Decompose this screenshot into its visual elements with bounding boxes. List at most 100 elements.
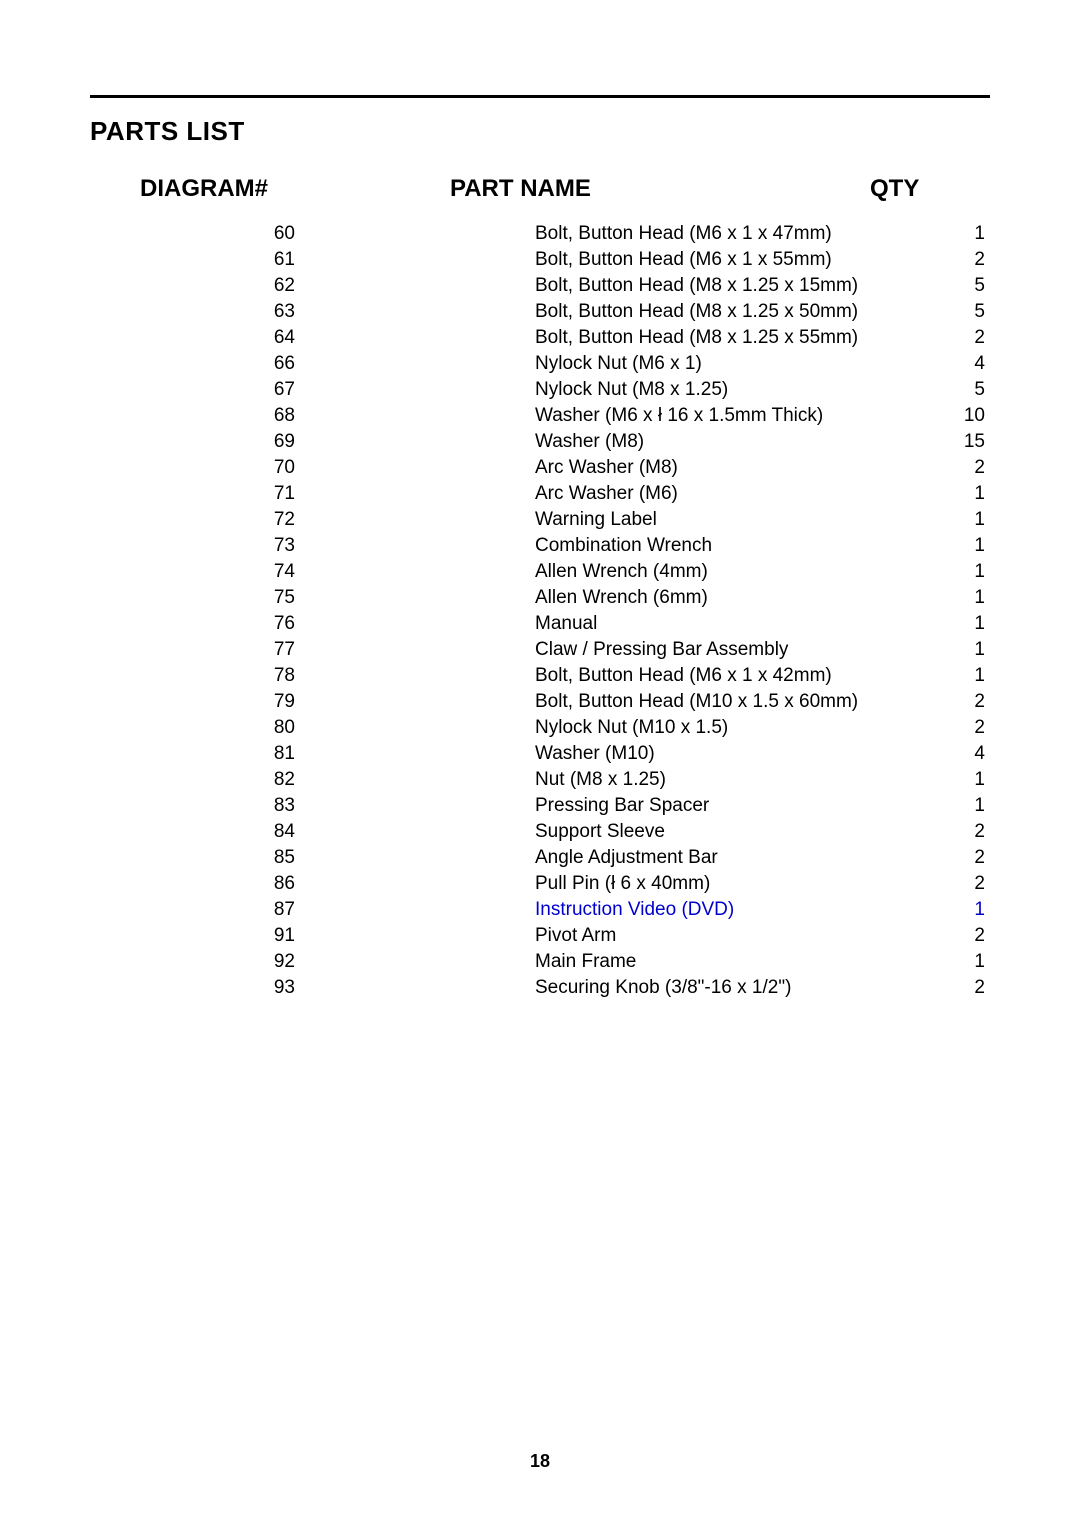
table-row: 74Allen Wrench (4mm)1	[90, 559, 990, 585]
cell-diagram: 67	[90, 377, 295, 403]
cell-part: Allen Wrench (6mm)	[535, 585, 930, 611]
table-row: 93Securing Knob (3/8"-16 x 1/2")2	[90, 975, 990, 1001]
cell-gap	[295, 767, 535, 793]
cell-diagram: 61	[90, 247, 295, 273]
cell-part: Bolt, Button Head (M6 x 1 x 42mm)	[535, 663, 930, 689]
cell-part: Washer (M6 x ł 16 x 1.5mm Thick)	[535, 403, 930, 429]
cell-gap	[295, 377, 535, 403]
cell-gap	[295, 949, 535, 975]
cell-gap	[295, 221, 535, 247]
cell-diagram: 68	[90, 403, 295, 429]
cell-gap	[295, 325, 535, 351]
cell-gap	[295, 455, 535, 481]
cell-qty: 4	[930, 351, 985, 377]
cell-diagram: 63	[90, 299, 295, 325]
cell-qty: 1	[930, 611, 985, 637]
cell-diagram: 66	[90, 351, 295, 377]
cell-qty: 2	[930, 845, 985, 871]
cell-diagram: 80	[90, 715, 295, 741]
cell-part: Securing Knob (3/8"-16 x 1/2")	[535, 975, 930, 1001]
header-diagram: DIAGRAM#	[90, 175, 450, 203]
table-row: 72Warning Label1	[90, 507, 990, 533]
cell-gap	[295, 689, 535, 715]
cell-part: Nylock Nut (M8 x 1.25)	[535, 377, 930, 403]
cell-diagram: 92	[90, 949, 295, 975]
table-row: 63Bolt, Button Head (M8 x 1.25 x 50mm)5	[90, 299, 990, 325]
table-body: 60Bolt, Button Head (M6 x 1 x 47mm)161 Bo…	[90, 221, 990, 1001]
cell-part: Pressing Bar Spacer	[535, 793, 930, 819]
table-row: 75Allen Wrench (6mm)1	[90, 585, 990, 611]
cell-diagram: 75	[90, 585, 295, 611]
cell-qty: 1	[930, 637, 985, 663]
cell-qty: 1	[930, 767, 985, 793]
cell-qty: 4	[930, 741, 985, 767]
cell-part: Bolt, Button Head (M6 x 1 x 55mm)	[535, 247, 930, 273]
table-row: 66Nylock Nut (M6 x 1)4	[90, 351, 990, 377]
cell-part: Bolt, Button Head (M10 x 1.5 x 60mm)	[535, 689, 930, 715]
cell-diagram: 64	[90, 325, 295, 351]
cell-qty: 15	[930, 429, 985, 455]
cell-gap	[295, 559, 535, 585]
cell-gap	[295, 403, 535, 429]
cell-part: Pivot Arm	[535, 923, 930, 949]
cell-part: Combination Wrench	[535, 533, 930, 559]
cell-diagram: 70	[90, 455, 295, 481]
cell-qty: 1	[930, 559, 985, 585]
cell-qty: 1	[930, 897, 985, 923]
cell-qty: 2	[930, 871, 985, 897]
cell-gap	[295, 247, 535, 273]
cell-diagram: 82	[90, 767, 295, 793]
cell-gap	[295, 585, 535, 611]
cell-diagram: 78	[90, 663, 295, 689]
table-row: 82Nut (M8 x 1.25)1	[90, 767, 990, 793]
cell-part: Nylock Nut (M10 x 1.5)	[535, 715, 930, 741]
table-row: 87Instruction Video (DVD)1	[90, 897, 990, 923]
cell-gap	[295, 481, 535, 507]
table-row: 92Main Frame1	[90, 949, 990, 975]
cell-diagram: 60	[90, 221, 295, 247]
cell-qty: 2	[930, 923, 985, 949]
cell-part: Arc Washer (M6)	[535, 481, 930, 507]
cell-diagram: 93	[90, 975, 295, 1001]
cell-part-link[interactable]: Instruction Video (DVD)	[535, 897, 930, 923]
cell-diagram: 91	[90, 923, 295, 949]
table-row: 85Angle Adjustment Bar2	[90, 845, 990, 871]
cell-gap	[295, 533, 535, 559]
table-row: 76Manual1	[90, 611, 990, 637]
cell-qty: 2	[930, 325, 985, 351]
table-row: 67 Nylock Nut (M8 x 1.25)5	[90, 377, 990, 403]
cell-part: Main Frame	[535, 949, 930, 975]
cell-part: Pull Pin (ł 6 x 40mm)	[535, 871, 930, 897]
cell-gap	[295, 741, 535, 767]
cell-qty: 5	[930, 377, 985, 403]
horizontal-rule	[90, 95, 990, 98]
cell-qty: 1	[930, 221, 985, 247]
cell-gap	[295, 351, 535, 377]
table-row: 80Nylock Nut (M10 x 1.5)2	[90, 715, 990, 741]
cell-diagram: 86	[90, 871, 295, 897]
table-header-row: DIAGRAM# PART NAME QTY	[90, 175, 990, 203]
table-row: 86 Pull Pin (ł 6 x 40mm)2	[90, 871, 990, 897]
cell-qty: 2	[930, 455, 985, 481]
cell-diagram: 71	[90, 481, 295, 507]
cell-part: Arc Washer (M8)	[535, 455, 930, 481]
cell-gap	[295, 975, 535, 1001]
cell-part: Allen Wrench (4mm)	[535, 559, 930, 585]
cell-part: Support Sleeve	[535, 819, 930, 845]
cell-qty: 10	[930, 403, 985, 429]
table-row: 64Bolt, Button Head (M8 x 1.25 x 55mm)2	[90, 325, 990, 351]
table-row: 60Bolt, Button Head (M6 x 1 x 47mm)1	[90, 221, 990, 247]
cell-qty: 1	[930, 793, 985, 819]
table-row: 61Bolt, Button Head (M6 x 1 x 55mm)2	[90, 247, 990, 273]
cell-part: Washer (M8)	[535, 429, 930, 455]
cell-diagram: 76	[90, 611, 295, 637]
header-part: PART NAME	[450, 175, 870, 203]
cell-diagram: 73	[90, 533, 295, 559]
table-row: 78 Bolt, Button Head (M6 x 1 x 42mm)1	[90, 663, 990, 689]
cell-gap	[295, 637, 535, 663]
header-qty: QTY	[870, 175, 960, 203]
cell-qty: 1	[930, 663, 985, 689]
cell-qty: 1	[930, 507, 985, 533]
cell-gap	[295, 715, 535, 741]
cell-qty: 5	[930, 273, 985, 299]
